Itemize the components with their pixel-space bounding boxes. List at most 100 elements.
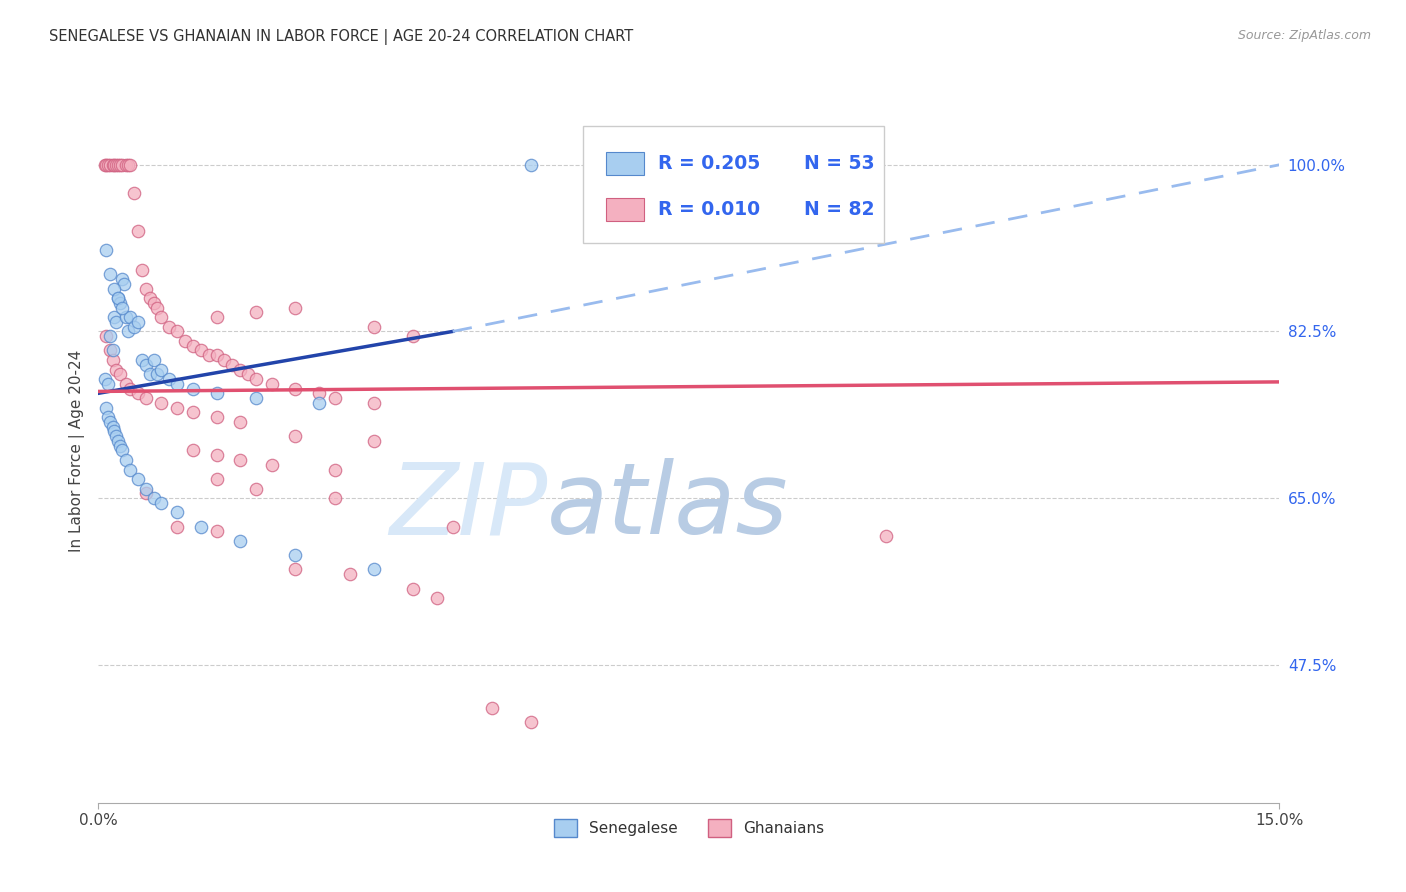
Point [284, 548, 307, 562]
Point [115, 310, 138, 325]
Point [96, 401, 118, 415]
Point [284, 429, 307, 443]
Point [112, 277, 135, 291]
Point [115, 453, 138, 467]
Point [142, 353, 165, 368]
Point [229, 362, 252, 376]
Text: N = 53: N = 53 [803, 154, 875, 173]
Point [97, 376, 120, 391]
Point [96, 244, 118, 258]
Point [107, 434, 129, 448]
Point [96, 158, 118, 172]
Y-axis label: In Labor Force | Age 20-24: In Labor Force | Age 20-24 [69, 350, 84, 551]
Text: SENEGALESE VS GHANAIAN IN LABOR FORCE | AGE 20-24 CORRELATION CHART: SENEGALESE VS GHANAIAN IN LABOR FORCE | … [49, 29, 634, 45]
Point [875, 529, 897, 543]
Point [104, 429, 127, 443]
Point [190, 519, 212, 533]
Point [166, 401, 188, 415]
Point [135, 358, 157, 372]
Point [146, 301, 169, 315]
Point [104, 158, 127, 172]
Point [101, 419, 124, 434]
Point [157, 319, 180, 334]
Text: R = 0.010: R = 0.010 [658, 200, 761, 219]
Point [245, 305, 267, 319]
Point [118, 462, 141, 476]
Point [142, 491, 165, 505]
Point [127, 386, 149, 401]
Point [245, 372, 267, 386]
Point [101, 353, 124, 368]
Point [166, 519, 188, 533]
Point [122, 319, 145, 334]
Point [363, 319, 385, 334]
Point [323, 462, 346, 476]
Point [402, 329, 425, 343]
FancyBboxPatch shape [606, 153, 644, 175]
Point [181, 405, 204, 419]
Point [97, 158, 120, 172]
Point [93, 372, 115, 386]
Point [190, 343, 212, 358]
Point [308, 396, 330, 410]
Text: R = 0.205: R = 0.205 [658, 154, 761, 173]
Point [127, 224, 149, 238]
Point [98, 329, 121, 343]
Point [245, 391, 267, 405]
Point [101, 343, 124, 358]
Point [135, 486, 157, 500]
Point [339, 567, 361, 582]
Point [135, 391, 157, 405]
Point [107, 158, 129, 172]
Point [104, 362, 127, 376]
Point [426, 591, 449, 605]
Point [284, 382, 307, 396]
Point [98, 268, 121, 282]
Point [103, 310, 125, 325]
Point [135, 282, 157, 296]
Point [197, 348, 219, 362]
Point [142, 296, 165, 310]
Point [146, 368, 169, 382]
Point [214, 353, 236, 368]
Point [96, 329, 118, 343]
Point [107, 291, 129, 305]
Point [205, 386, 228, 401]
Point [205, 524, 228, 539]
Point [93, 158, 115, 172]
Point [115, 376, 138, 391]
Point [174, 334, 197, 348]
Point [205, 348, 228, 362]
Point [98, 343, 121, 358]
Point [229, 453, 252, 467]
Point [205, 310, 228, 325]
Point [111, 443, 134, 458]
Point [103, 282, 125, 296]
Point [117, 325, 139, 339]
Point [111, 272, 134, 286]
Point [520, 158, 543, 172]
Point [97, 410, 120, 425]
Point [110, 439, 132, 453]
Point [166, 505, 188, 519]
Point [166, 376, 188, 391]
Point [221, 358, 243, 372]
Legend: Senegalese, Ghanaians: Senegalese, Ghanaians [546, 812, 832, 845]
Point [150, 310, 173, 325]
Point [110, 368, 132, 382]
Point [363, 562, 385, 576]
Point [181, 382, 204, 396]
Point [260, 458, 283, 472]
Point [98, 158, 121, 172]
Point [284, 562, 307, 576]
Point [181, 339, 204, 353]
Point [260, 376, 283, 391]
Text: Source: ZipAtlas.com: Source: ZipAtlas.com [1237, 29, 1371, 42]
Point [363, 434, 385, 448]
Point [127, 472, 149, 486]
Point [402, 582, 425, 596]
Point [150, 362, 173, 376]
Point [111, 301, 134, 315]
Point [229, 533, 252, 548]
Point [118, 382, 141, 396]
